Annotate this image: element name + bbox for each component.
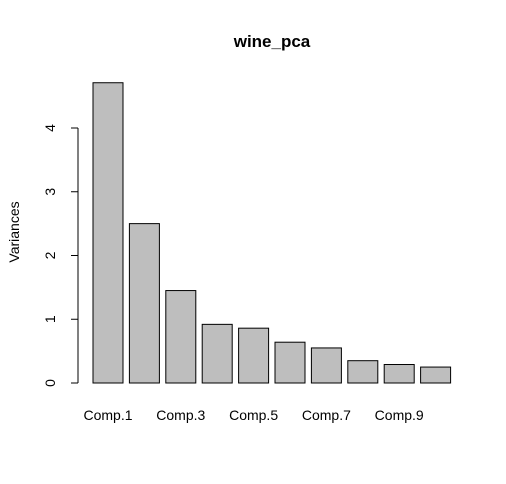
x-tick-label: Comp.9: [375, 407, 424, 423]
y-tick-label: 2: [42, 251, 58, 259]
x-axis-labels: Comp.1 Comp.3 Comp.5 Comp.7 Comp.9: [83, 407, 423, 423]
y-axis: 0 1 2 3 4: [42, 124, 79, 387]
bar-comp-6: [274, 341, 306, 384]
y-tick-label: 0: [42, 379, 58, 387]
bar-comp-1: [92, 82, 124, 384]
bar-comp-8: [347, 360, 379, 384]
bar-comp-3: [165, 290, 197, 384]
bar-comp-2: [128, 223, 160, 384]
y-axis-label: Variances: [6, 201, 22, 262]
x-tick-label: Comp.5: [229, 407, 278, 423]
bar-comp-10: [420, 366, 452, 384]
chart-title: wine_pca: [233, 32, 311, 51]
bar-comp-5: [238, 327, 270, 384]
y-tick-label: 3: [42, 188, 58, 196]
x-tick-label: Comp.1: [83, 407, 132, 423]
x-tick-label: Comp.7: [302, 407, 351, 423]
bar-comp-7: [310, 347, 342, 384]
y-tick-label: 1: [42, 315, 58, 323]
y-tick-label: 4: [42, 124, 58, 132]
bar-comp-9: [383, 364, 415, 384]
x-tick-label: Comp.3: [156, 407, 205, 423]
bars-group: [92, 82, 452, 384]
bar-comp-4: [201, 323, 233, 384]
